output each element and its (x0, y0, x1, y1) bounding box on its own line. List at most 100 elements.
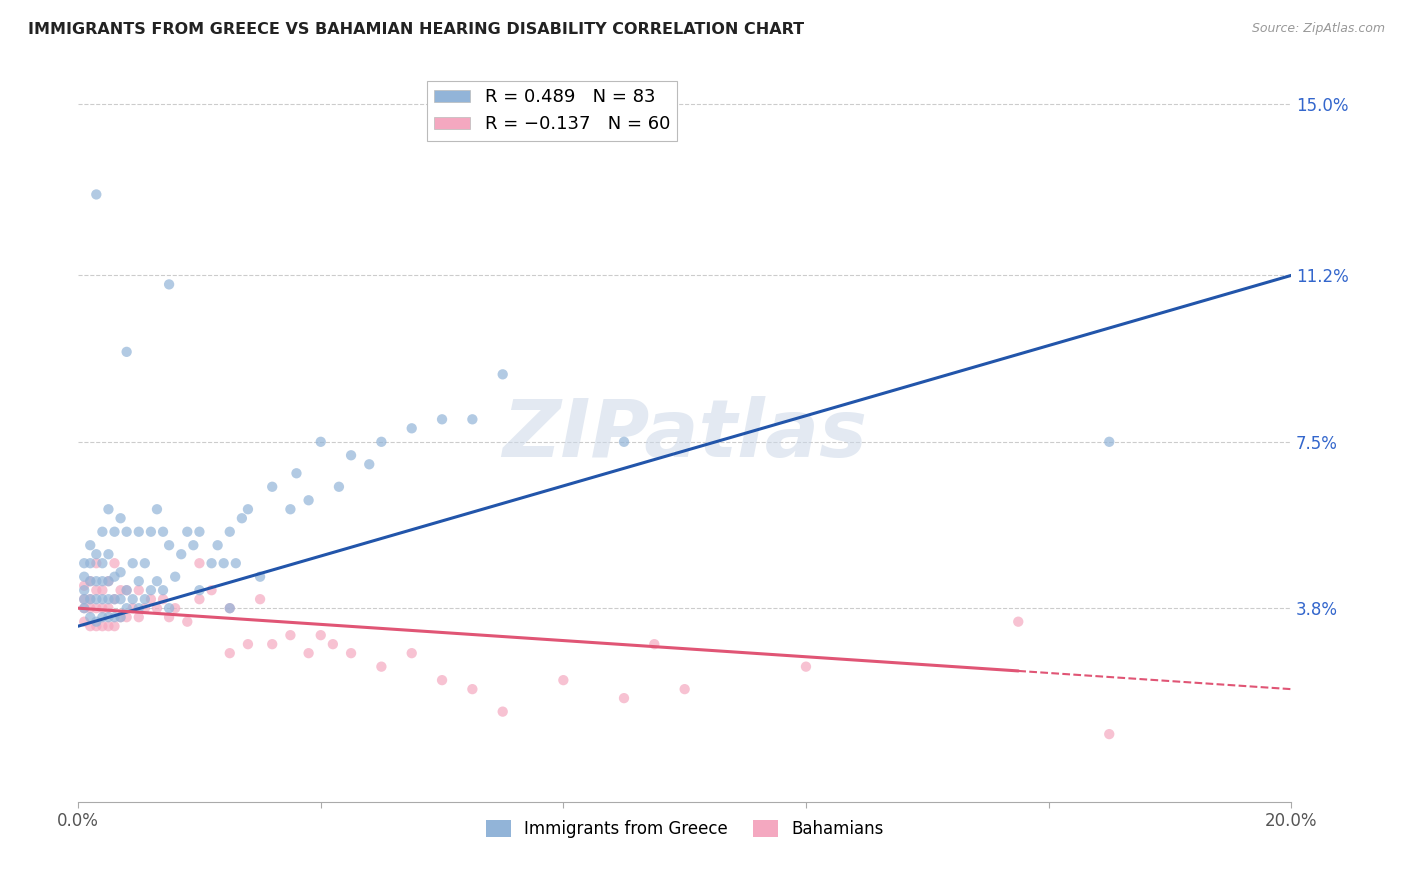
Point (285, 467, 308, 481)
Point (152, 592, 174, 607)
Point (91, 583, 114, 598)
Point (103, 592, 125, 607)
Point (146, 601, 169, 615)
Point (79, 592, 101, 607)
Point (115, 583, 138, 598)
Point (97, 601, 120, 615)
Point (297, 646, 319, 660)
Point (91, 592, 114, 607)
Point (103, 592, 125, 607)
Point (110, 583, 132, 598)
Point (249, 592, 271, 607)
Point (231, 511, 253, 525)
Point (176, 615, 198, 629)
Point (152, 583, 174, 598)
Point (97, 619, 120, 633)
Point (340, 646, 363, 660)
Point (212, 556, 235, 570)
Point (128, 524, 150, 539)
Point (73, 601, 96, 615)
Point (73, 601, 96, 615)
Point (139, 524, 162, 539)
Point (91, 574, 114, 589)
Point (225, 556, 247, 570)
Point (165, 570, 187, 584)
Point (322, 637, 344, 651)
Point (340, 448, 363, 462)
Point (401, 646, 423, 660)
Point (218, 524, 240, 539)
Point (207, 538, 229, 552)
Point (297, 493, 319, 508)
Point (73, 583, 96, 598)
Point (97, 502, 120, 516)
Point (103, 619, 125, 633)
Point (73, 592, 96, 607)
Point (121, 601, 143, 615)
Point (613, 691, 636, 706)
Point (115, 344, 138, 359)
Point (613, 434, 636, 449)
Point (157, 601, 180, 615)
Point (86, 547, 108, 561)
Point (128, 610, 150, 624)
Point (79, 538, 101, 552)
Point (121, 592, 143, 607)
Point (492, 368, 515, 382)
Point (139, 583, 162, 598)
Point (73, 556, 96, 570)
Point (1098, 434, 1121, 449)
Point (91, 524, 114, 539)
Point (79, 556, 101, 570)
Point (91, 556, 114, 570)
Point (262, 480, 284, 494)
Point (794, 659, 817, 673)
Point (128, 583, 150, 598)
Point (86, 619, 108, 633)
Point (128, 574, 150, 589)
Point (103, 570, 125, 584)
Text: Source: ZipAtlas.com: Source: ZipAtlas.com (1251, 22, 1385, 36)
Point (134, 592, 156, 607)
Point (115, 524, 138, 539)
Point (110, 610, 132, 624)
Point (236, 502, 259, 516)
Point (262, 637, 284, 651)
Point (188, 524, 211, 539)
Point (146, 574, 169, 589)
Point (218, 646, 240, 660)
Point (86, 601, 108, 615)
Point (157, 277, 180, 292)
Point (86, 615, 108, 629)
Point (73, 615, 96, 629)
Point (134, 601, 156, 615)
Point (170, 547, 193, 561)
Point (73, 579, 96, 593)
Point (79, 610, 101, 624)
Point (79, 574, 101, 589)
Point (79, 574, 101, 589)
Point (97, 574, 120, 589)
Text: ZIPatlas: ZIPatlas (502, 396, 868, 474)
Point (236, 637, 259, 651)
Point (461, 682, 484, 697)
Point (73, 592, 96, 607)
Point (370, 434, 392, 449)
Text: IMMIGRANTS FROM GREECE VS BAHAMIAN HEARING DISABILITY CORRELATION CHART: IMMIGRANTS FROM GREECE VS BAHAMIAN HEARI… (28, 22, 804, 37)
Point (79, 601, 101, 615)
Point (370, 659, 392, 673)
Point (309, 434, 332, 449)
Point (97, 547, 120, 561)
Point (103, 556, 125, 570)
Point (643, 637, 665, 651)
Point (553, 673, 575, 687)
Point (97, 610, 120, 624)
Point (110, 565, 132, 579)
Point (430, 673, 453, 687)
Point (79, 592, 101, 607)
Point (86, 592, 108, 607)
Point (110, 592, 132, 607)
Point (200, 556, 222, 570)
Point (401, 421, 423, 435)
Point (97, 574, 120, 589)
